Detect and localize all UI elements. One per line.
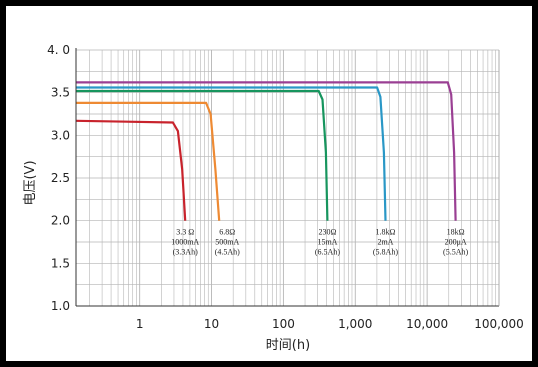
series-line-3 xyxy=(76,89,329,221)
x-tick-label: 100 xyxy=(272,317,295,331)
x-tick-label: 1,000 xyxy=(338,317,372,331)
series-5-annotation-line: 18kΩ xyxy=(447,228,465,237)
y-tick-label: 1.0 xyxy=(51,299,70,313)
y-tick-label: 4. 0 xyxy=(47,43,70,57)
x-tick-label: 10 xyxy=(204,317,219,331)
series-1-annotation-line: 1000mA xyxy=(171,238,199,247)
series-1-annotation-line: 3.3 Ω xyxy=(176,228,194,237)
x-tick-label: 100,000 xyxy=(474,317,524,331)
series-5-annotation-line: (5.5Ah) xyxy=(443,248,468,257)
series-line-5 xyxy=(76,81,457,221)
chart-panel: 3.3 Ω 1000mA (3.3Ah) 6.8Ω 500mA (4.5Ah) 230Ω 15… xyxy=(6,6,532,361)
series-3-annotation-line: 230Ω xyxy=(318,228,336,237)
series-3-annotation-line: (6.5Ah) xyxy=(315,248,340,257)
series-line-1 xyxy=(75,119,187,221)
y-tick-label: 2.5 xyxy=(51,171,70,185)
series-3-annotation-line: 15mA xyxy=(317,238,337,247)
series-1-annotation-line: (3.3Ah) xyxy=(173,248,198,257)
series-2-annotation-line: 500mA xyxy=(215,238,239,247)
series-line-4 xyxy=(76,86,387,221)
series-5-annotation-line: 200μA xyxy=(445,238,467,247)
y-tick-label: 2.0 xyxy=(51,214,70,228)
series-4-annotation-line: 1.8kΩ xyxy=(375,228,395,237)
x-axis-label: 时间(h) xyxy=(266,338,310,353)
y-axis-label: 电压(V) xyxy=(23,160,38,205)
y-tick-label: 1.5 xyxy=(51,256,70,270)
series-4-annotation-line: 2mA xyxy=(377,238,393,247)
y-tick-label: 3.5 xyxy=(51,86,70,100)
series-line-2 xyxy=(76,101,221,221)
grid xyxy=(76,49,500,307)
series-group xyxy=(75,81,457,221)
x-tick-label: 10,000 xyxy=(406,317,448,331)
x-tick-label: 1 xyxy=(136,317,144,331)
y-tick-label: 3.0 xyxy=(51,128,70,142)
axes: 1.0 1.5 2.0 2.5 3.0 3.5 4. 0 1 10 100 1,000 10,000 1… xyxy=(47,43,524,331)
series-2-annotation-line: 6.8Ω xyxy=(219,228,235,237)
series-4-annotation-line: (5.8Ah) xyxy=(373,248,398,257)
series-2-annotation-line: (4.5Ah) xyxy=(215,248,240,257)
